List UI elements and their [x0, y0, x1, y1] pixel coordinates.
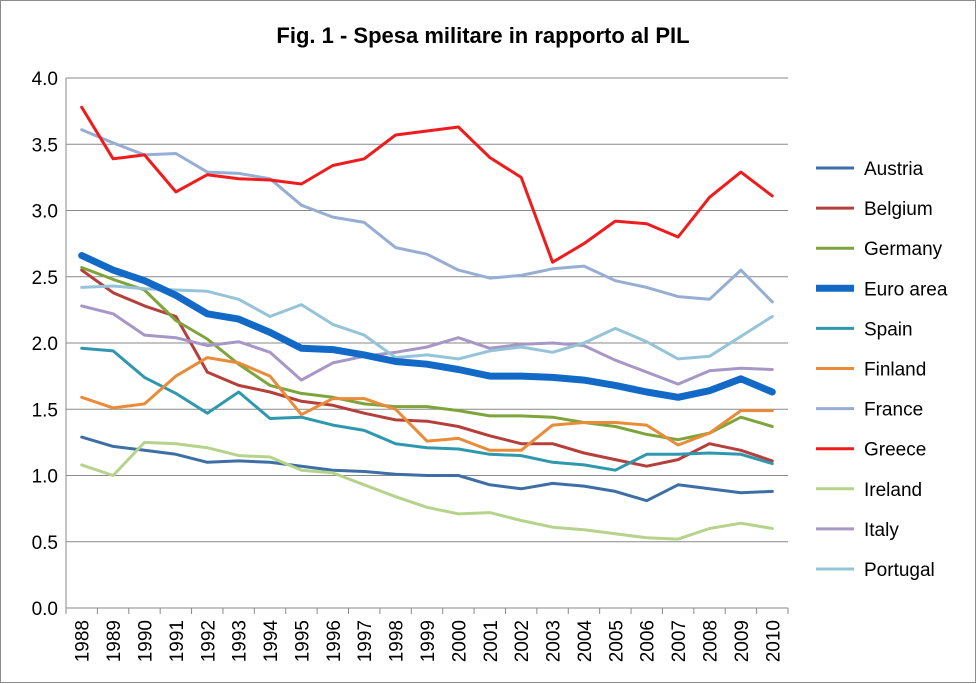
series-line-germany [80, 266, 774, 442]
x-tick-label: 1994 [261, 620, 282, 663]
x-tick-label: 2002 [512, 620, 533, 662]
grid-layer [66, 77, 788, 543]
series-line-finland [80, 356, 774, 452]
x-tick-label: 2001 [481, 620, 502, 662]
y-tick-label: 2.5 [32, 268, 58, 289]
x-tick-label: 2007 [669, 620, 690, 662]
series-line-spain [80, 346, 774, 472]
y-tick-label: 1.0 [32, 467, 58, 488]
x-tick-label: 2000 [449, 620, 470, 662]
legend-label-greece: Greece [864, 440, 926, 461]
x-tick-label: 1993 [230, 620, 251, 662]
y-tick-label: 4.0 [32, 69, 58, 90]
y-tick-label: 3.0 [32, 202, 58, 223]
x-tick-label: 1991 [167, 620, 188, 662]
y-tick-label: 0.0 [32, 599, 58, 620]
x-tick-label: 2006 [638, 620, 659, 662]
x-tick-label: 1992 [198, 620, 219, 662]
series-layer [78, 105, 776, 541]
x-tick-label: 2004 [575, 620, 596, 663]
x-tick-label: 1998 [387, 620, 408, 662]
y-tick-label: 3.5 [32, 135, 58, 156]
legend-label-portugal: Portugal [864, 560, 935, 581]
x-tick-label: 1990 [135, 620, 156, 662]
series-line-belgium [80, 268, 774, 468]
x-tick-label: 1996 [324, 620, 345, 662]
x-tick-label: 2005 [606, 620, 627, 662]
series-line-france [80, 128, 774, 304]
x-tick-label: 1999 [418, 620, 439, 662]
series-line-ireland [80, 440, 774, 541]
legend-label-ireland: Ireland [864, 480, 922, 501]
series-line-portugal [80, 284, 774, 361]
x-tick-label: 2010 [763, 620, 784, 662]
legend: Austria Belgium Germany Euro area Spain Finla… [816, 159, 948, 581]
x-tick-label: 2008 [701, 620, 722, 662]
x-tick-label: 2009 [732, 620, 753, 662]
x-tick-label: 1988 [73, 620, 94, 662]
legend-label-germany: Germany [864, 239, 943, 260]
x-tick-label: 1995 [292, 620, 313, 662]
legend-label-france: France [864, 400, 923, 421]
legend-label-belgium: Belgium [864, 199, 933, 220]
x-tick-label: 2003 [544, 620, 565, 662]
y-tick-label: 2.0 [32, 334, 58, 355]
series-line-italy [80, 304, 774, 386]
legend-label-euro-area: Euro area [864, 279, 948, 300]
series-line-austria [80, 435, 774, 503]
chart-title: Fig. 1 - Spesa militare in rapporto al P… [276, 23, 689, 48]
legend-label-spain: Spain [864, 319, 913, 340]
y-tick-label: 0.5 [32, 533, 58, 554]
x-tick-label: 1997 [355, 620, 376, 662]
x-tick-label: 1989 [104, 620, 125, 662]
y-tick-label: 1.5 [32, 400, 58, 421]
legend-label-austria: Austria [864, 159, 924, 180]
series-line-greece [80, 105, 774, 264]
legend-label-italy: Italy [864, 520, 899, 541]
axis-layer: 0.0 0.5 1.0 1.5 2.0 2.5 3.0 3.5 4.0 1988 1989 1990 1… [32, 69, 789, 663]
legend-label-finland: Finland [864, 360, 926, 381]
series-line-euro-area [78, 252, 776, 401]
